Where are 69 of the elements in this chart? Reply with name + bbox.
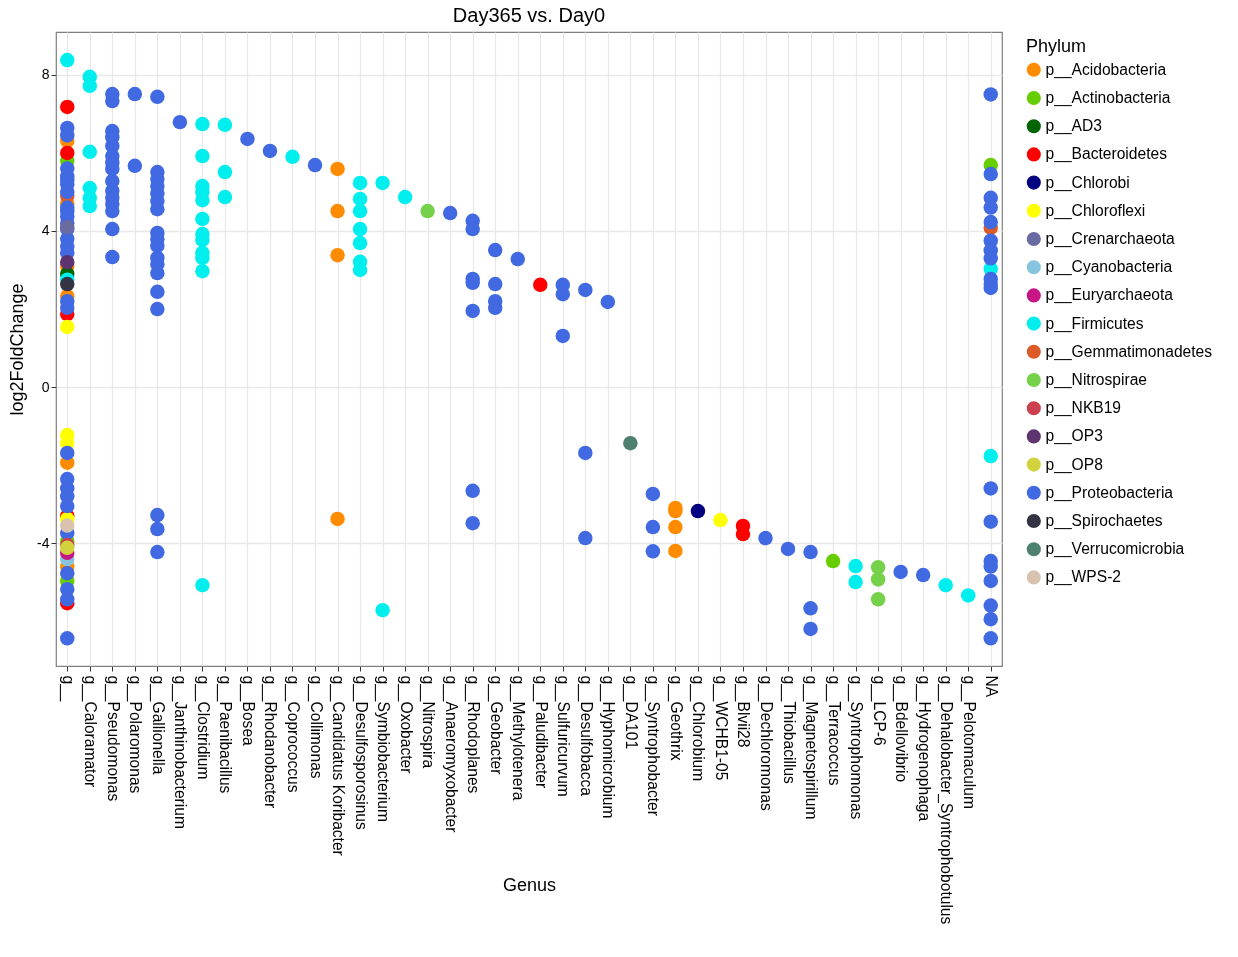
x-tick-label: g__Pseudomonas xyxy=(103,675,122,802)
y-tick-label: 4 xyxy=(41,222,50,239)
x-tick-label: g__Rhodoplanes xyxy=(464,675,483,794)
x-tick-label: g__Desulfosporosinus xyxy=(351,675,370,830)
x-tick-label: g__Anaeromyxobacter xyxy=(441,675,460,833)
legend-label: p__OP3 xyxy=(1045,427,1103,446)
x-tick-label: g__Blvii28 xyxy=(734,675,753,748)
x-tick-label: g__Coprococcus xyxy=(284,675,302,793)
legend-label: p__Firmicutes xyxy=(1045,314,1144,333)
x-tick-label: g__Magnetospirillum xyxy=(802,675,821,820)
x-tick-label: NA xyxy=(983,675,1001,698)
x-tick-label: g__DA101 xyxy=(621,675,640,750)
legend-label: p__Actinobacteria xyxy=(1045,89,1171,107)
x-tick-label: g__Terracoccus xyxy=(824,675,843,786)
x-tick-label: g__Desulfobacca xyxy=(576,675,595,797)
x-tick-label: g__Hyphomicrobium xyxy=(599,675,618,819)
legend-label: p__Verrucomicrobia xyxy=(1045,540,1185,559)
x-tick-label: g__Syntrophobacter xyxy=(644,675,663,816)
legend-label: p__Euryarchaeota xyxy=(1045,286,1174,305)
legend-label: p__Nitrospirae xyxy=(1045,371,1148,389)
legend-label: p__Chloroflexi xyxy=(1045,201,1146,220)
x-tick-label: g__WCHB1-05 xyxy=(711,675,730,781)
x-tick-label: g__Candidatus Koribacter xyxy=(329,675,348,856)
x-tick-label: g__Dehalobacter_Syntrophobotulus xyxy=(937,675,956,925)
x-tick-label: g__Collimonas xyxy=(306,675,325,779)
legend-label: p__WPS-2 xyxy=(1045,568,1122,587)
x-tick-label: g__Chlorobium xyxy=(689,675,708,782)
x-tick-label: g__Paenibacillus xyxy=(216,675,235,794)
x-tick-label: g__Hydrogenophaga xyxy=(914,675,933,822)
y-tick-label: 0 xyxy=(41,378,50,395)
x-tick-label: g__Thiobacillus xyxy=(779,675,798,785)
x-tick-label: g__Syntrophomonas xyxy=(847,675,866,820)
x-tick-label: g__Methylotenera xyxy=(509,675,528,801)
x-tick-label: g__Rhodanobacter xyxy=(261,675,280,809)
x-axis-title: Genus xyxy=(502,874,557,895)
legend-label: p__Crenarchaeota xyxy=(1045,230,1176,248)
y-tick-label: -4 xyxy=(37,534,50,551)
legend-title: Phylum xyxy=(1026,36,1087,56)
legend-label: p__Spirochaetes xyxy=(1045,512,1163,530)
x-tick-label: g__Polaromonas xyxy=(126,675,145,794)
x-tick-label: g__Gallionella xyxy=(148,675,167,775)
x-tick-label: g__Symbiobacterium xyxy=(374,675,393,822)
chart-title: Day365 vs. Day0 xyxy=(452,4,606,26)
x-tick-label: g__Bdellovibrio xyxy=(892,675,911,783)
x-tick-label: g__Geobacter xyxy=(486,675,505,775)
y-axis-title: log2FoldChange xyxy=(7,283,28,416)
x-tick-label: g__Dechloromonas xyxy=(757,675,775,811)
x-tick-label: g__Oxobacter xyxy=(396,675,415,774)
legend-label: p__Bacteroidetes xyxy=(1045,145,1168,164)
legend-label: p__Proteobacteria xyxy=(1045,483,1174,502)
x-tick-label: g__ xyxy=(58,675,77,702)
x-tick-label: g__Caloramator xyxy=(81,675,100,788)
x-tick-label: g__Sulfuricurvum xyxy=(554,675,573,797)
legend-label: p__Acidobacteria xyxy=(1045,60,1167,79)
legend-label: p__OP8 xyxy=(1045,455,1103,474)
legend-label: p__Cyanobacteria xyxy=(1045,258,1173,277)
x-tick-label: g__LCP-6 xyxy=(869,675,888,746)
legend-label: p__AD3 xyxy=(1045,117,1102,136)
x-tick-label: g__Bosea xyxy=(238,675,257,747)
x-tick-label: g__Clostridium xyxy=(193,675,212,780)
legend-label: p__Chlorobi xyxy=(1045,173,1130,192)
x-tick-label: g__Pelotomaculum xyxy=(959,675,978,809)
y-tick-label: 8 xyxy=(41,66,50,83)
legend-label: p__NKB19 xyxy=(1045,399,1122,418)
x-tick-label: g__Nitrospira xyxy=(419,675,438,769)
legend-label: p__Gemmatimonadetes xyxy=(1045,342,1213,361)
x-tick-label: g__Janthinobacterium xyxy=(171,675,190,829)
x-tick-label: g__Paludibacter xyxy=(531,675,550,789)
x-tick-label: g__Geothrix xyxy=(666,675,685,761)
